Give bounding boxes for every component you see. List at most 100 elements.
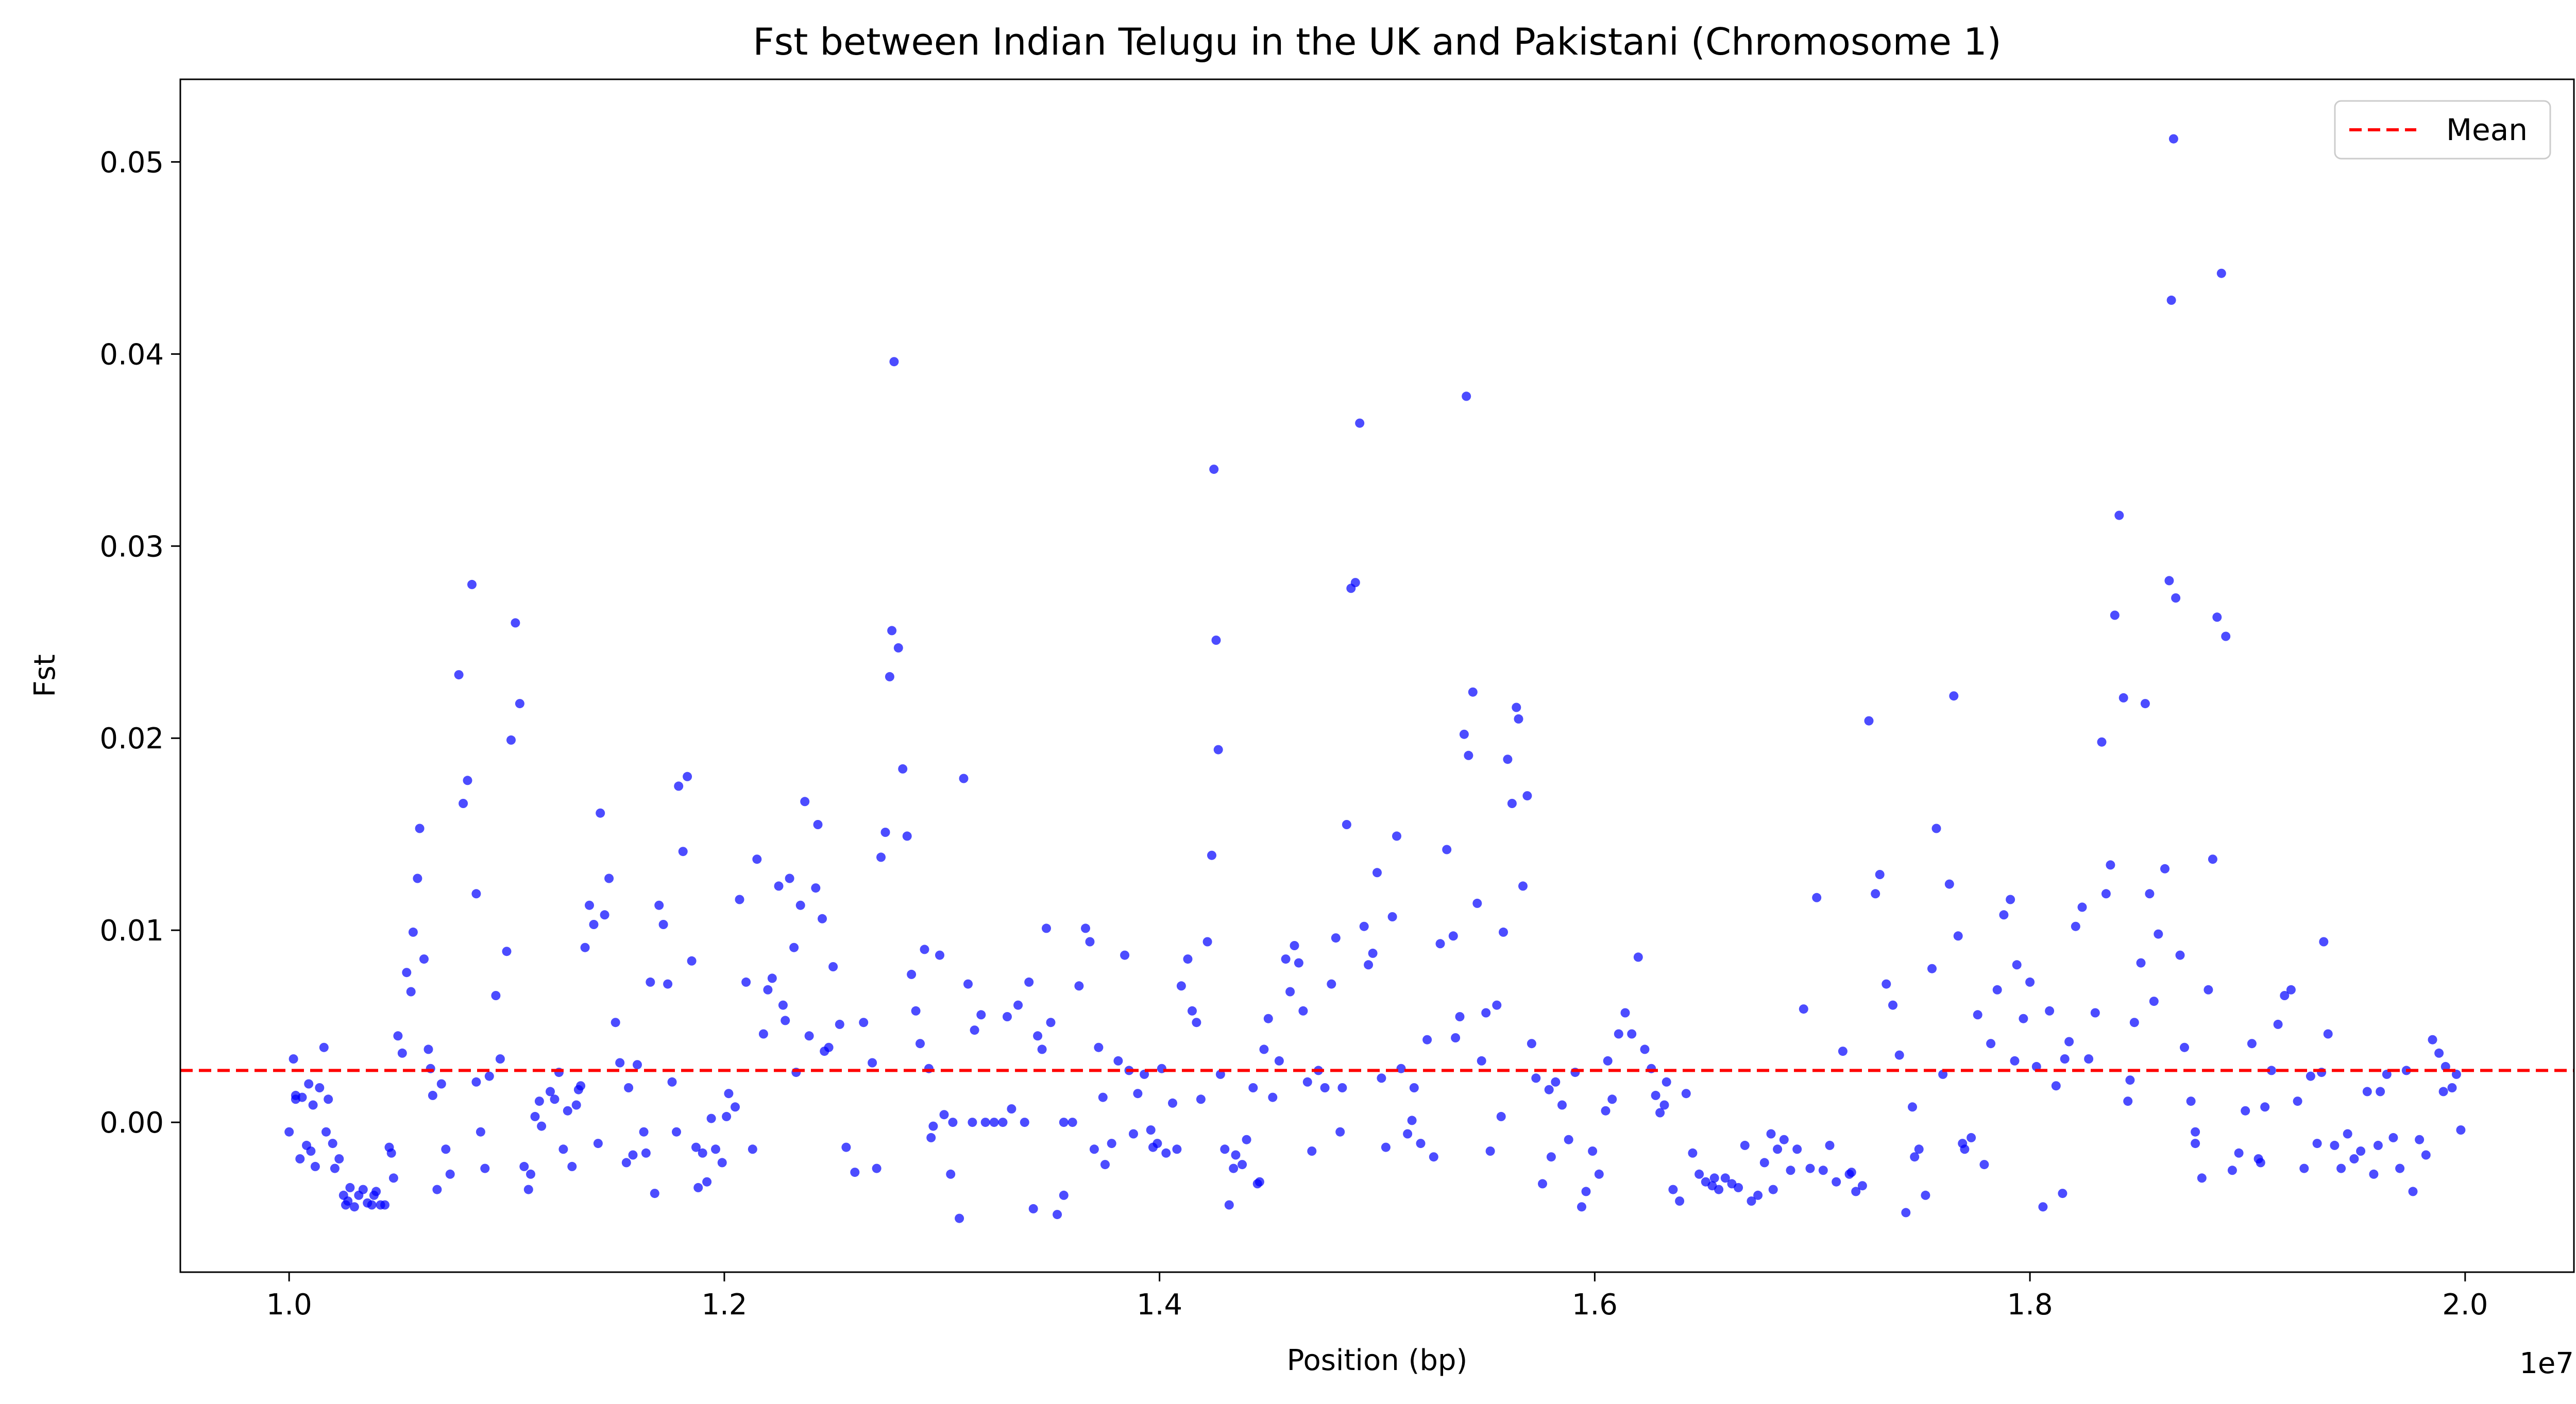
data-point (880, 828, 890, 837)
data-point (2154, 929, 2163, 939)
data-point (563, 1106, 572, 1116)
data-point (2077, 902, 2087, 912)
data-point (1668, 1185, 1678, 1194)
data-point (1220, 1144, 1230, 1154)
data-point (1372, 868, 1382, 878)
data-point (1910, 1152, 1920, 1162)
data-point (1514, 714, 1523, 724)
data-point (1168, 1098, 1177, 1108)
data-point (970, 1025, 979, 1035)
data-point (306, 1146, 316, 1156)
data-point (1046, 1018, 1056, 1028)
data-point (2234, 1148, 2244, 1158)
data-point (683, 772, 692, 781)
data-point (388, 1173, 398, 1183)
data-point (1720, 1173, 1730, 1183)
data-point (1290, 941, 1299, 950)
y-tick-label: 0.05 (99, 146, 164, 179)
data-point (1507, 799, 1517, 808)
data-point (291, 1090, 300, 1100)
data-point (537, 1121, 547, 1131)
data-point (1231, 1150, 1241, 1160)
data-point (2197, 1173, 2207, 1183)
data-point (526, 1169, 535, 1179)
data-point (471, 1077, 481, 1087)
data-point (349, 1202, 359, 1212)
data-point (1531, 1073, 1541, 1083)
data-point (1627, 1029, 1637, 1039)
data-point (2312, 1139, 2322, 1149)
data-point (1448, 931, 1458, 941)
data-point (1211, 636, 1221, 645)
data-point (1518, 881, 1528, 891)
data-point (2019, 1014, 2028, 1023)
data-point (1921, 1190, 1930, 1200)
data-point (1792, 1144, 1802, 1154)
data-point (1133, 1089, 1143, 1099)
data-point (818, 914, 827, 923)
data-point (1238, 1160, 1247, 1170)
data-point (1364, 960, 1374, 970)
data-point (1871, 889, 1880, 899)
data-point (621, 1158, 631, 1168)
data-point (502, 947, 512, 956)
data-point (1901, 1208, 1911, 1218)
data-point (2323, 1029, 2333, 1039)
data-point (571, 1100, 581, 1110)
data-point (1640, 1045, 1650, 1054)
data-point (1768, 1185, 1778, 1194)
data-point (2166, 295, 2176, 305)
data-point (2058, 1189, 2067, 1198)
data-point (2421, 1150, 2431, 1160)
data-point (926, 1133, 936, 1142)
data-point (519, 1161, 529, 1171)
data-point (2006, 895, 2015, 904)
data-point (476, 1127, 485, 1137)
x-tick-label: 1.6 (1572, 1288, 1618, 1322)
legend-box (2334, 100, 2551, 160)
data-point (2175, 950, 2185, 960)
data-point (454, 670, 464, 680)
data-point (495, 1054, 505, 1064)
data-point (1581, 1187, 1591, 1196)
data-point (1766, 1129, 1776, 1139)
data-point (1973, 1010, 1982, 1020)
data-point (1564, 1135, 1573, 1144)
data-point (596, 808, 605, 818)
data-point (1734, 1183, 1743, 1192)
data-point (872, 1163, 882, 1173)
data-point (702, 1177, 712, 1187)
data-point (328, 1139, 337, 1149)
y-tick-label: 0.02 (99, 722, 164, 756)
data-point (935, 950, 944, 960)
data-point (1546, 1152, 1556, 1162)
data-point (480, 1163, 490, 1173)
data-point (491, 991, 501, 1000)
data-point (2447, 1083, 2457, 1092)
data-point (859, 1018, 869, 1028)
legend-mean-label: Mean (2446, 112, 2528, 147)
data-point (310, 1161, 320, 1171)
data-point (1846, 1168, 1856, 1177)
data-point (1113, 1056, 1123, 1066)
data-point (641, 1148, 651, 1158)
data-point (1409, 1083, 1419, 1092)
data-point (2114, 510, 2124, 520)
data-point (1799, 1004, 1808, 1014)
data-point (2227, 1166, 2237, 1175)
data-point (2221, 631, 2231, 641)
data-point (459, 799, 468, 808)
data-point (1335, 1127, 1345, 1137)
data-point (911, 1006, 921, 1016)
data-point (963, 979, 973, 989)
data-point (2180, 1042, 2189, 1052)
data-point (889, 357, 899, 367)
data-point (471, 889, 481, 899)
data-point (2293, 1097, 2302, 1106)
data-point (893, 643, 903, 653)
data-point (2164, 576, 2174, 586)
data-point (1059, 1118, 1069, 1127)
data-point (1042, 923, 1051, 933)
data-point (1298, 1006, 1308, 1016)
data-point (1651, 1090, 1660, 1100)
